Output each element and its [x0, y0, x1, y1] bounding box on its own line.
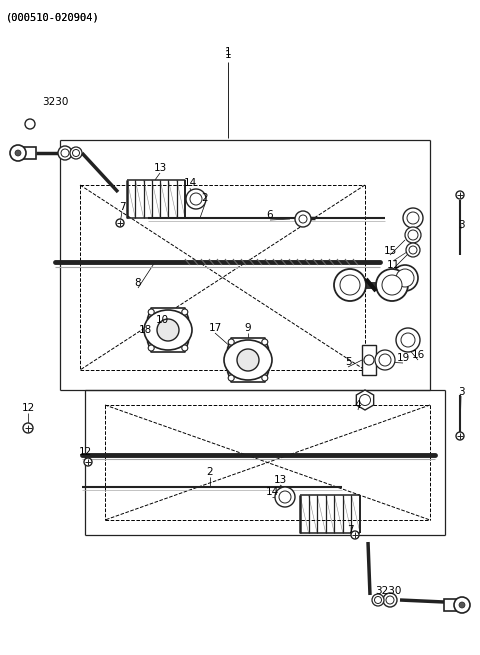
Text: 6: 6 [267, 210, 273, 220]
Circle shape [408, 230, 418, 240]
Circle shape [70, 147, 82, 159]
Text: 14: 14 [265, 487, 278, 497]
Circle shape [299, 215, 307, 223]
Circle shape [15, 150, 21, 156]
Circle shape [396, 269, 414, 287]
Text: 15: 15 [384, 246, 396, 256]
Circle shape [61, 149, 69, 157]
Text: 16: 16 [411, 350, 425, 360]
Circle shape [409, 246, 417, 254]
Circle shape [364, 355, 374, 365]
Text: 7: 7 [119, 202, 125, 212]
Circle shape [340, 275, 360, 295]
Text: 1: 1 [225, 50, 231, 60]
Text: 5: 5 [345, 357, 351, 367]
Text: 2: 2 [202, 193, 208, 203]
Text: 18: 18 [138, 325, 152, 335]
Circle shape [186, 189, 206, 209]
Circle shape [374, 597, 382, 603]
Circle shape [396, 328, 420, 352]
Text: 3230: 3230 [42, 97, 68, 107]
Text: 9: 9 [245, 323, 252, 333]
Text: 11: 11 [386, 260, 400, 270]
Circle shape [84, 458, 92, 466]
Circle shape [116, 219, 124, 227]
Circle shape [295, 211, 311, 227]
Circle shape [334, 269, 366, 301]
Circle shape [23, 423, 33, 433]
Circle shape [275, 487, 295, 507]
Circle shape [279, 491, 291, 503]
Circle shape [383, 593, 397, 607]
Text: 4: 4 [355, 400, 361, 410]
Circle shape [228, 339, 234, 345]
Bar [444, 599, 462, 611]
Circle shape [25, 119, 35, 129]
Ellipse shape [144, 310, 192, 350]
Ellipse shape [224, 340, 272, 380]
Circle shape [157, 319, 179, 341]
Circle shape [379, 354, 391, 366]
Circle shape [406, 243, 420, 257]
Circle shape [148, 309, 154, 315]
Circle shape [456, 432, 464, 440]
Text: (000510-020904): (000510-020904) [6, 13, 100, 23]
Polygon shape [228, 338, 268, 382]
Circle shape [182, 345, 188, 351]
Circle shape [454, 597, 470, 613]
Circle shape [392, 265, 418, 291]
Circle shape [58, 146, 72, 160]
Text: 3: 3 [458, 387, 464, 397]
Text: 3230: 3230 [375, 586, 401, 596]
Circle shape [351, 531, 359, 539]
Circle shape [372, 594, 384, 606]
Circle shape [10, 145, 26, 161]
Circle shape [405, 227, 421, 243]
Polygon shape [356, 390, 373, 410]
Text: 13: 13 [274, 475, 287, 485]
Circle shape [262, 339, 268, 345]
Circle shape [360, 394, 371, 405]
Circle shape [72, 149, 80, 157]
Circle shape [376, 269, 408, 301]
Bar [18, 147, 36, 159]
Text: 17: 17 [208, 323, 222, 333]
Circle shape [375, 350, 395, 370]
Circle shape [401, 333, 415, 347]
Circle shape [237, 349, 259, 371]
Polygon shape [148, 308, 188, 352]
Circle shape [386, 596, 394, 604]
Circle shape [456, 191, 464, 199]
Text: 14: 14 [183, 178, 197, 188]
Text: 10: 10 [156, 315, 168, 325]
Circle shape [382, 275, 402, 295]
Circle shape [182, 309, 188, 315]
Text: 7: 7 [347, 525, 353, 535]
Bar [362, 345, 376, 375]
Text: 1: 1 [225, 47, 231, 57]
Circle shape [262, 375, 268, 381]
Text: 8: 8 [135, 278, 141, 288]
Text: 12: 12 [78, 447, 92, 457]
Text: 2: 2 [207, 467, 213, 477]
Circle shape [228, 375, 234, 381]
Circle shape [190, 193, 202, 205]
Circle shape [459, 602, 465, 608]
Text: (000510-020904): (000510-020904) [6, 12, 100, 22]
Text: 19: 19 [396, 353, 409, 363]
Text: 13: 13 [154, 163, 167, 173]
Circle shape [403, 208, 423, 228]
Circle shape [148, 345, 154, 351]
Text: 12: 12 [22, 403, 35, 413]
Circle shape [407, 212, 419, 224]
Text: 3: 3 [458, 220, 464, 230]
